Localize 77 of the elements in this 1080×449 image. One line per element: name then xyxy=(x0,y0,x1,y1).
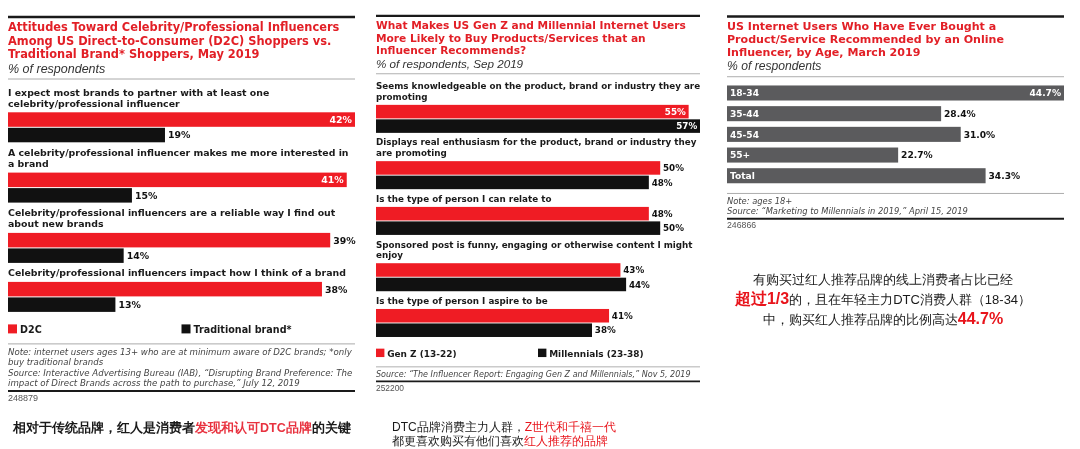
data-label: 44.7% xyxy=(1029,88,1062,99)
source-note: Source: “Marketing to Millennials in 2019,” April 15, 2019 xyxy=(727,206,968,217)
y-tick-label: 45-54 xyxy=(729,129,760,140)
legend-label: Traditional brand* xyxy=(193,323,292,335)
data-label: 57% xyxy=(676,121,698,132)
data-label: 50% xyxy=(663,223,685,234)
text: Note: internet users ages 13+ who are at minimum aware of D2C brands; *only buy traditional brands xyxy=(8,346,353,368)
y-tick-label: Is the type of person I aspire to be xyxy=(376,295,548,306)
data-label: 42% xyxy=(329,113,353,125)
data-label: 22.7% xyxy=(901,150,933,161)
bar xyxy=(727,168,986,184)
data-label: 41% xyxy=(321,174,345,186)
bar xyxy=(376,308,610,323)
text: 中，购买红人推荐品牌的比例高达 xyxy=(762,312,958,327)
text: 发现和认可DTC品牌 xyxy=(194,420,312,435)
y-tick-label: Sponsored post is funny, engaging or otherwise content I might enjoy xyxy=(376,239,693,261)
bar xyxy=(376,323,592,337)
data-label: 14% xyxy=(126,250,150,262)
bar xyxy=(727,147,899,163)
data-label: 28.4% xyxy=(944,108,976,119)
data-label: 48% xyxy=(651,208,673,219)
y-tick-label: A celebrity/professional influencer makes me more interested in a brand xyxy=(8,146,349,170)
data-label: 41% xyxy=(611,310,634,321)
data-label: 50% xyxy=(663,163,685,174)
bar xyxy=(376,104,689,119)
text: 红人推荐的品牌 xyxy=(524,433,608,448)
text: 44.7% xyxy=(957,310,1004,327)
text: 有购买过红人推荐品牌的线上消费者占比已经 xyxy=(753,272,1013,287)
text: DTC品牌消费主力人群， xyxy=(392,420,525,434)
text: 相对于传统品牌，红人是消费者 xyxy=(12,420,195,435)
y-tick-label: I expect most brands to partner with at least one celebrity/professional influencer xyxy=(8,86,270,109)
legend-label: Gen Z (13-22) xyxy=(387,348,457,359)
data-label: 15% xyxy=(134,189,158,201)
data-label: 39% xyxy=(333,234,357,246)
y-tick-label: Displays real enthusiasm for the product, brand or industry they are promoting xyxy=(376,137,697,159)
y-tick-label: Is the type of person I can relate to xyxy=(376,193,552,204)
text: 252200 xyxy=(376,382,405,393)
chart-title: What Makes US Gen Z and Millennial Internet Users More Likely to Buy Products/Services that an Influencer Recommends? xyxy=(376,18,686,58)
text: Note: ages 18+ xyxy=(727,196,793,207)
bar xyxy=(376,119,700,133)
data-label: 19% xyxy=(167,129,192,141)
chart-title: US Internet Users Who Have Ever Bought a Product/Service Recommended by an Online Influencer, by Age, March 2019 xyxy=(727,20,1004,60)
legend-label: Millennials (23-38) xyxy=(549,348,644,359)
bar xyxy=(727,106,942,122)
text: 都更喜欢购买有他们喜欢 xyxy=(392,433,524,448)
y-tick-label: Celebrity/professional influencers are a reliable way I find out about new brands xyxy=(8,207,336,230)
text: 超过1/3 xyxy=(733,290,790,307)
y-tick-label: Seems knowledgeable on the product, brand or industry they are promoting xyxy=(376,81,701,102)
chart-subtitle: % of respondents, Sep 2019 xyxy=(376,56,524,70)
y-tick-label: Total xyxy=(729,171,755,182)
data-label: 34.3% xyxy=(988,171,1021,182)
text: 248879 xyxy=(8,392,39,403)
bar xyxy=(376,206,649,221)
text: 的关键 xyxy=(311,420,351,435)
data-label: 31.0% xyxy=(963,129,996,140)
bar xyxy=(727,126,961,142)
data-label: 44% xyxy=(628,279,651,290)
data-label: 38% xyxy=(594,325,616,336)
data-label: 43% xyxy=(623,265,645,276)
y-tick-label: 55+ xyxy=(729,150,751,161)
legend-label: D2C xyxy=(20,323,42,335)
chart-title: Attitudes Toward Celebrity/Professional Influencers Among US Direct-to-Consumer (D2C) Shoppers vs. Traditional Brand* Shoppers, May 2019 xyxy=(8,20,340,61)
data-label: 13% xyxy=(118,299,142,311)
data-label: 48% xyxy=(651,177,673,188)
chart-subtitle: % of respondents xyxy=(8,61,106,76)
chart-subtitle: % of respondents xyxy=(727,59,822,74)
source-note: Source: Interactive Advertising Bureau (IAB), “Disrupting Brand Preference: The impact of Direct Brands across the path to purchase,” July 12, 2019 xyxy=(8,367,353,389)
bar xyxy=(727,85,1064,101)
data-label: 38% xyxy=(324,283,348,295)
y-tick-label: 18-34 xyxy=(729,88,760,99)
text: 的，且在年轻主力DTC消费人群（18-34） xyxy=(789,292,1032,307)
y-tick-label: Celebrity/professional influencers impact how I think of a brand xyxy=(8,267,346,279)
text: 246866 xyxy=(727,220,757,231)
text: Z世代和千禧一代 xyxy=(524,420,617,434)
data-label: 55% xyxy=(664,106,687,117)
bar xyxy=(376,221,661,235)
y-tick-label: 35-44 xyxy=(729,109,760,120)
